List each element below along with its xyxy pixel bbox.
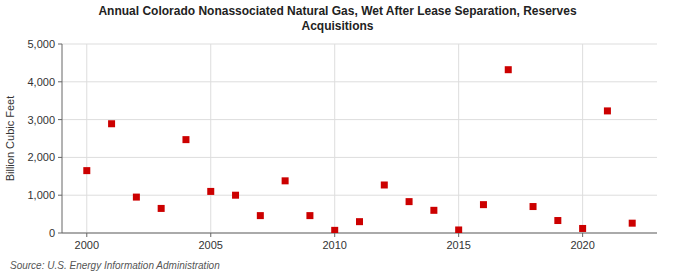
y-tick-label: 1,000 bbox=[27, 189, 55, 201]
y-grid-line bbox=[62, 233, 657, 234]
title-line: Acquisitions bbox=[301, 19, 373, 33]
y-grid-line bbox=[62, 119, 657, 120]
point bbox=[455, 226, 462, 233]
x-tick bbox=[334, 233, 335, 237]
point bbox=[356, 218, 363, 225]
point bbox=[530, 203, 537, 210]
point bbox=[282, 177, 289, 184]
point bbox=[480, 201, 487, 208]
y-tick bbox=[58, 195, 62, 196]
title-line: Annual Colorado Nonassociated Natural Ga… bbox=[98, 4, 576, 18]
x-grid-line bbox=[86, 44, 87, 233]
x-tick bbox=[210, 233, 211, 237]
point bbox=[629, 220, 636, 227]
point bbox=[207, 188, 214, 195]
x-grid-line bbox=[582, 44, 583, 233]
y-tick-label: 2,000 bbox=[27, 151, 55, 163]
point bbox=[232, 192, 239, 199]
y-tick-label: 4,000 bbox=[27, 76, 55, 88]
y-axis-line bbox=[62, 44, 63, 233]
x-tick bbox=[458, 233, 459, 237]
point bbox=[430, 207, 437, 214]
y-tick bbox=[58, 233, 62, 234]
x-axis-line bbox=[62, 233, 657, 234]
point bbox=[406, 198, 413, 205]
chart-title: Annual Colorado Nonassociated Natural Ga… bbox=[98, 4, 576, 33]
y-tick-label: 3,000 bbox=[27, 114, 55, 126]
point bbox=[306, 212, 313, 219]
point bbox=[158, 205, 165, 212]
y-tick bbox=[58, 157, 62, 158]
point bbox=[505, 66, 512, 73]
y-tick-label: 5,000 bbox=[27, 38, 55, 50]
y-tick bbox=[58, 44, 62, 45]
y-axis: 0 1,000 2,000 3,000 4,000 5,000 bbox=[27, 38, 62, 239]
y-tick-label: 0 bbox=[49, 227, 55, 239]
x-tick-label: 2020 bbox=[570, 239, 594, 251]
x-tick-label: 2005 bbox=[199, 239, 223, 251]
point bbox=[83, 167, 90, 174]
y-grid-line bbox=[62, 44, 657, 45]
point bbox=[381, 181, 388, 188]
x-axis: 2000 2005 2010 2015 2020 bbox=[75, 233, 595, 251]
x-tick-label: 2015 bbox=[446, 239, 470, 251]
point bbox=[133, 194, 140, 201]
x-grid-line bbox=[458, 44, 459, 233]
x-grid-line bbox=[210, 44, 211, 233]
x-tick bbox=[86, 233, 87, 237]
point bbox=[257, 212, 264, 219]
points bbox=[83, 66, 635, 233]
point bbox=[579, 225, 586, 232]
grid bbox=[62, 44, 657, 233]
source-note: Source: U.S. Energy Information Administ… bbox=[10, 260, 220, 271]
point bbox=[108, 120, 115, 127]
y-axis-label: Billion Cubic Feet bbox=[4, 96, 16, 182]
y-tick bbox=[58, 119, 62, 120]
point bbox=[182, 136, 189, 143]
y-tick bbox=[58, 81, 62, 82]
y-grid-line bbox=[62, 81, 657, 82]
chart-svg: Annual Colorado Nonassociated Natural Ga… bbox=[0, 0, 675, 275]
x-grid-line bbox=[334, 44, 335, 233]
point bbox=[554, 217, 561, 224]
chart-container: Annual Colorado Nonassociated Natural Ga… bbox=[0, 0, 675, 275]
x-tick-label: 2000 bbox=[75, 239, 99, 251]
y-grid-line bbox=[62, 157, 657, 158]
y-grid-line bbox=[62, 195, 657, 196]
x-tick bbox=[582, 233, 583, 237]
x-tick-label: 2010 bbox=[322, 239, 346, 251]
point bbox=[331, 227, 338, 233]
point bbox=[604, 107, 611, 114]
